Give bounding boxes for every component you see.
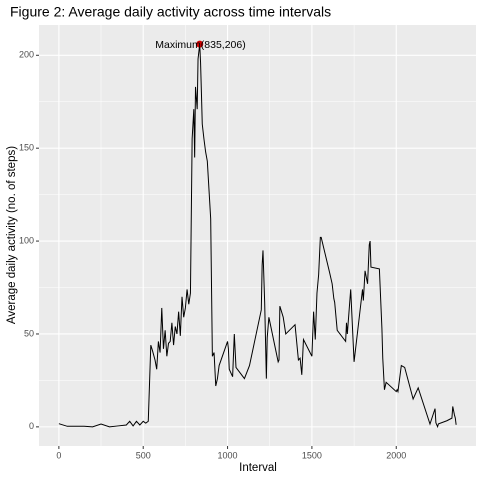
- line: [58, 44, 457, 429]
- x-tick-label: 0: [56, 450, 61, 460]
- x-axis-label: Interval: [239, 462, 277, 474]
- x-tick-label: 1000: [218, 450, 238, 460]
- x-tick-label: 1500: [302, 450, 322, 460]
- chart-title: Figure 2: Average daily activity across …: [10, 4, 331, 20]
- x-tick-label: 2000: [386, 450, 406, 460]
- y-tick-label: 0: [29, 421, 34, 431]
- x-tick-label: 500: [136, 450, 151, 460]
- y-tick-label: 200: [19, 50, 34, 60]
- y-tick-label: 50: [24, 328, 34, 338]
- annotation: Maximum(835,206): [155, 39, 245, 51]
- y-tick-label: 150: [19, 143, 34, 153]
- panel: [39, 25, 476, 446]
- y-tick-label: 100: [19, 235, 34, 245]
- max-point: [196, 40, 204, 48]
- y-axis-label: Average daily activity (no. of steps): [6, 146, 18, 324]
